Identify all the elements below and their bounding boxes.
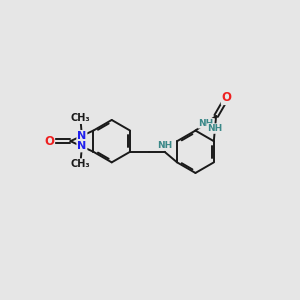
Text: O: O [44, 135, 54, 148]
Text: N: N [77, 131, 86, 141]
Text: CH₃: CH₃ [70, 113, 90, 123]
Text: NH: NH [207, 124, 223, 133]
Text: O: O [222, 91, 232, 104]
Text: N: N [77, 142, 86, 152]
Text: NH: NH [157, 141, 172, 150]
Text: NH: NH [198, 119, 213, 128]
Text: CH₃: CH₃ [70, 159, 90, 169]
